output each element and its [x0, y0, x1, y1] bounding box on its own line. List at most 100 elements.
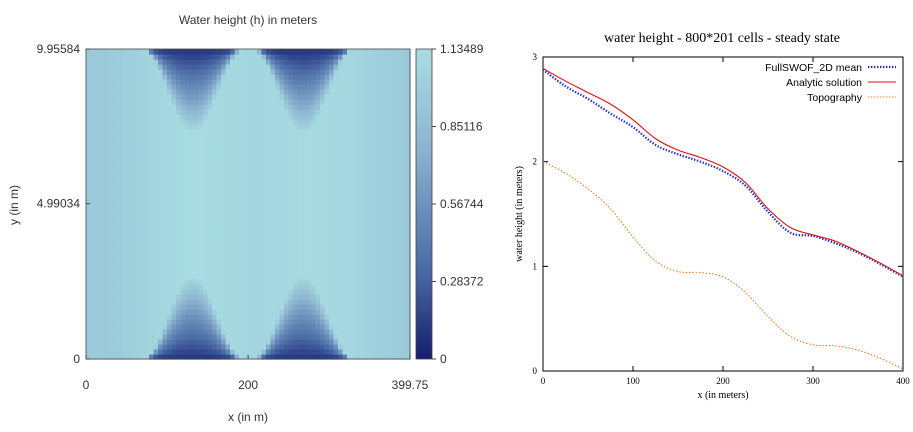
- heatmap-cell: [167, 99, 173, 105]
- heatmap-cell: [185, 284, 191, 290]
- heatmap-cell: [293, 179, 299, 185]
- heatmap-cell: [176, 269, 182, 275]
- heatmap-cell: [324, 59, 330, 65]
- heatmap-cell: [338, 349, 344, 355]
- heatmap-cell: [275, 244, 281, 250]
- heatmap-cell: [356, 239, 362, 245]
- heatmap-cell: [383, 204, 389, 210]
- heatmap-cell: [302, 134, 308, 140]
- heatmap-cell: [194, 124, 200, 130]
- heatmap-cell: [284, 339, 290, 345]
- heatmap-cell: [203, 284, 209, 290]
- heatmap-cell: [158, 169, 164, 175]
- heatmap-cell: [95, 349, 101, 355]
- heatmap-cell: [86, 204, 92, 210]
- heatmap-cell: [338, 224, 344, 230]
- heatmap-cell: [104, 119, 110, 125]
- heatmap-cell: [306, 114, 312, 120]
- heatmap-cell: [113, 54, 119, 60]
- heatmap-cell: [135, 349, 141, 355]
- heatmap-cell: [360, 134, 366, 140]
- heatmap-cell: [230, 119, 236, 125]
- heatmap-cell: [239, 169, 245, 175]
- heatmap-cell: [131, 154, 137, 160]
- heatmap-cell: [131, 89, 137, 95]
- heatmap-cell: [374, 139, 380, 145]
- heatmap-cell: [135, 109, 141, 115]
- heatmap-cell: [243, 189, 249, 195]
- heatmap-cell: [104, 239, 110, 245]
- heatmap-cell: [261, 109, 267, 115]
- heatmap-cell: [252, 104, 258, 110]
- heatmap-cell: [360, 129, 366, 135]
- heatmap-cell: [252, 84, 258, 90]
- heatmap-cell: [153, 249, 159, 255]
- heatmap-cell: [140, 99, 146, 105]
- heatmap-cell: [158, 179, 164, 185]
- heatmap-cell: [140, 294, 146, 300]
- heatmap-cell: [153, 319, 159, 325]
- heatmap-cell: [212, 89, 218, 95]
- heatmap-cell: [275, 109, 281, 115]
- heatmap-cell: [261, 209, 267, 215]
- heatmap-cell: [392, 209, 398, 215]
- heatmap-cell: [387, 304, 393, 310]
- heatmap-cell: [306, 244, 312, 250]
- heatmap-cell: [257, 229, 263, 235]
- heatmap-cell: [243, 344, 249, 350]
- heatmap-cell: [252, 174, 258, 180]
- heatmap-cell: [324, 169, 330, 175]
- heatmap-cell: [342, 129, 348, 135]
- heatmap-cell: [221, 134, 227, 140]
- heatmap-cell: [95, 224, 101, 230]
- heatmap-cell: [270, 159, 276, 165]
- heatmap-cell: [261, 314, 267, 320]
- heatmap-cell: [212, 194, 218, 200]
- heatmap-cell: [99, 264, 105, 270]
- heatmap-cell: [365, 164, 371, 170]
- heatmap-cell: [203, 124, 209, 130]
- heatmap-cell: [212, 84, 218, 90]
- heatmap-cell: [140, 119, 146, 125]
- heatmap-cell: [212, 229, 218, 235]
- heatmap-cell: [387, 114, 393, 120]
- heatmap-cell: [383, 89, 389, 95]
- heatmap-cell: [293, 64, 299, 70]
- heatmap-cell: [212, 339, 218, 345]
- heatmap-cell: [383, 79, 389, 85]
- heatmap-cell: [284, 179, 290, 185]
- heatmap-cell: [194, 179, 200, 185]
- heatmap-cell: [122, 319, 128, 325]
- heatmap-cell: [230, 139, 236, 145]
- heatmap-cell: [360, 69, 366, 75]
- heatmap-cell: [284, 174, 290, 180]
- heatmap-cell: [167, 179, 173, 185]
- heatmap-cell: [369, 159, 375, 165]
- heatmap-cell: [198, 324, 204, 330]
- heatmap-cell: [225, 289, 231, 295]
- heatmap-cell: [117, 354, 123, 360]
- heatmap-cell: [387, 149, 393, 155]
- heatmap-cell: [284, 149, 290, 155]
- heatmap-cell: [108, 329, 114, 335]
- heatmap-cell: [306, 199, 312, 205]
- heatmap-cell: [261, 159, 267, 165]
- heatmap-cell: [212, 264, 218, 270]
- heatmap-cell: [324, 119, 330, 125]
- heatmap-cell: [320, 74, 326, 80]
- heatmap-cell: [149, 189, 155, 195]
- heatmap-cell: [302, 54, 308, 60]
- heatmap-cell: [297, 114, 303, 120]
- heatmap-cell: [239, 69, 245, 75]
- heatmap-cell: [329, 229, 335, 235]
- heatmap-cell: [338, 69, 344, 75]
- heatmap-cell: [144, 254, 150, 260]
- heatmap-cell: [266, 164, 272, 170]
- heatmap-cell: [392, 214, 398, 220]
- heatmap-cell: [347, 89, 353, 95]
- line-chart-x-axis-label: x (in meters): [697, 390, 748, 401]
- heatmap-cell: [185, 219, 191, 225]
- heatmap-cell: [167, 224, 173, 230]
- heatmap-cell: [108, 279, 114, 285]
- heatmap-cell: [351, 264, 357, 270]
